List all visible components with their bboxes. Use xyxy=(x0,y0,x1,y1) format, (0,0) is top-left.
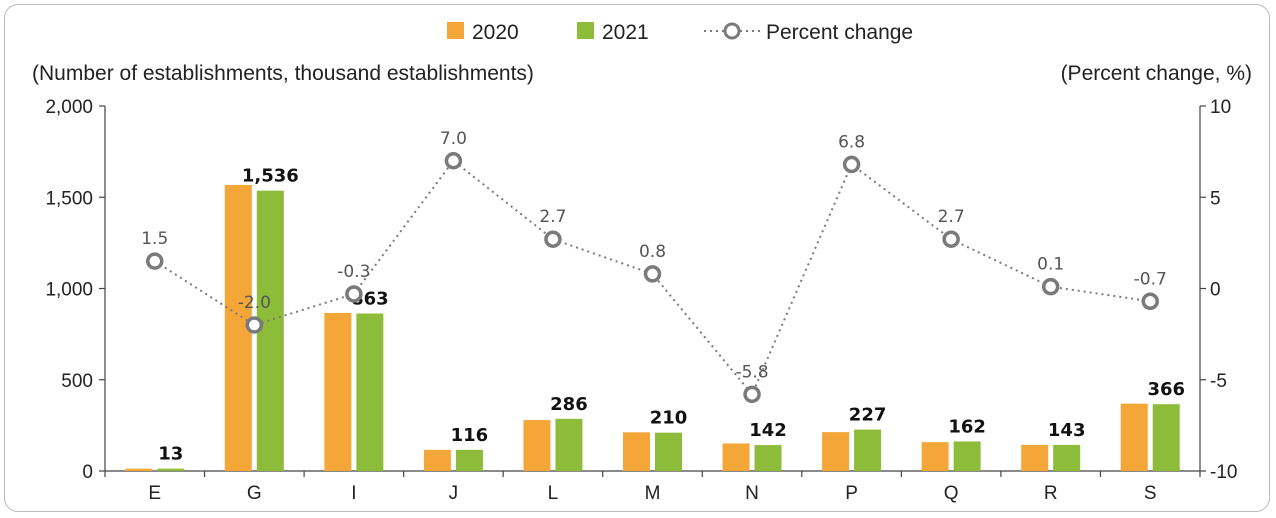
legend-label-2021: 2021 xyxy=(602,21,649,44)
right-axis-ticks: -10 -5 0 5 10 xyxy=(1200,97,1237,483)
right-axis-title: (Percent change, %) xyxy=(1061,62,1252,85)
bar-2020 xyxy=(1021,444,1049,471)
legend-label-2020: 2020 xyxy=(472,21,519,44)
left-tick-label: 1,500 xyxy=(45,188,93,209)
bar-2020 xyxy=(623,432,650,471)
bar-2021 xyxy=(356,313,384,471)
percent-change-line xyxy=(154,159,1151,397)
bars xyxy=(125,185,1180,471)
percent-change-data-label: 2.7 xyxy=(938,207,965,227)
bar-2020 xyxy=(822,432,850,471)
bar-2020 xyxy=(722,443,750,471)
x-tick-label: R xyxy=(1044,483,1058,504)
bar-2021 xyxy=(953,441,981,471)
percent-change-point xyxy=(743,385,761,404)
left-axis-title: (Number of establishments, thousand esta… xyxy=(32,62,534,85)
legend-swatch-2020 xyxy=(447,22,464,39)
legend-marker-percent-change xyxy=(723,22,741,40)
percent-change-data-label: 0.1 xyxy=(1037,255,1064,275)
bar-2020 xyxy=(125,468,153,471)
percent-change-point xyxy=(245,316,264,334)
right-tick-label: 10 xyxy=(1210,97,1231,118)
bar-2020 xyxy=(423,449,451,471)
bar-data-label: 116 xyxy=(451,425,489,446)
bar-2021 xyxy=(555,418,583,471)
legend-label-percent-change: Percent change xyxy=(766,21,913,44)
bar-2021 xyxy=(1152,404,1180,471)
left-tick-label: 0 xyxy=(82,462,93,483)
bar-data-label: 366 xyxy=(1147,379,1185,400)
right-tick-label: 0 xyxy=(1210,280,1221,301)
x-tick-label: L xyxy=(548,483,559,504)
bar-2020 xyxy=(324,312,352,471)
chart-frame xyxy=(4,4,1270,512)
percent-change-point xyxy=(444,152,463,170)
percent-change-point xyxy=(643,265,662,283)
bar-data-label: 210 xyxy=(650,408,688,429)
percent-change-point xyxy=(146,252,164,270)
x-tick-label: Q xyxy=(944,483,959,504)
bar-2020 xyxy=(1120,403,1148,471)
bar-2021 xyxy=(1053,444,1081,471)
bar-2020 xyxy=(921,442,949,471)
percent-change-point xyxy=(1141,292,1159,311)
percent-change-data-label: -0.3 xyxy=(337,262,370,282)
bar-2021 xyxy=(854,429,882,471)
percent-change-data-label: 2.7 xyxy=(539,207,566,227)
right-tick-label: 5 xyxy=(1210,188,1221,209)
bar-2021 xyxy=(256,190,284,471)
bar-2021 xyxy=(655,432,682,471)
bar-2021 xyxy=(157,468,185,471)
x-tick-label: I xyxy=(351,483,356,504)
left-tick-label: 500 xyxy=(61,371,93,392)
bar-data-label: 162 xyxy=(948,416,986,437)
bar-2020 xyxy=(523,420,551,471)
x-tick-label: G xyxy=(247,483,262,504)
right-tick-label: -10 xyxy=(1210,462,1237,483)
percent-change-data-label: 1.5 xyxy=(141,229,168,249)
percent-change-point xyxy=(942,230,960,248)
x-tick-label: J xyxy=(449,483,459,504)
bar-data-label: 142 xyxy=(749,420,787,441)
bar-data-label: 13 xyxy=(158,444,183,465)
x-tick-label: E xyxy=(148,483,161,504)
percent-change-point xyxy=(1041,277,1060,296)
x-tick-label: M xyxy=(645,483,661,504)
bar-data-label: 1,536 xyxy=(242,166,299,187)
percent-change-data-label: -5.8 xyxy=(735,362,768,382)
bar-data-label: 227 xyxy=(849,405,887,426)
left-tick-label: 1,000 xyxy=(45,280,93,301)
percent-change-data-label: -0.7 xyxy=(1134,269,1167,289)
legend: 2020 2021 Percent change xyxy=(447,21,913,44)
x-tick-label: N xyxy=(745,483,759,504)
percent-change-data-label: 6.8 xyxy=(838,132,865,152)
legend-swatch-2021 xyxy=(577,22,594,39)
right-tick-label: -5 xyxy=(1210,371,1227,392)
percent-change-point xyxy=(842,155,861,174)
bar-2021 xyxy=(754,445,782,471)
left-axis-ticks: 0 500 1,000 1,500 2,000 xyxy=(45,97,105,483)
x-tick-label: S xyxy=(1144,483,1157,504)
x-tick-label: P xyxy=(845,483,858,504)
percent-change-data-label: 0.8 xyxy=(639,242,666,262)
percent-change-point xyxy=(544,230,562,248)
percent-change-point xyxy=(345,285,363,303)
percent-change-data-label: 7.0 xyxy=(440,129,467,149)
percent-change-series xyxy=(146,152,1159,404)
percent-change-labels: 1.5 -2.0 -0.3 7.0 2.7 0.8 -5.8 6.8 2.7 0.1 -0.7 xyxy=(141,129,1167,383)
left-tick-label: 2,000 xyxy=(45,97,93,118)
bar-data-label: 143 xyxy=(1048,420,1086,441)
bar-2021 xyxy=(455,449,483,471)
bar-data-label: 286 xyxy=(550,394,588,415)
percent-change-data-label: -2.0 xyxy=(238,293,271,313)
